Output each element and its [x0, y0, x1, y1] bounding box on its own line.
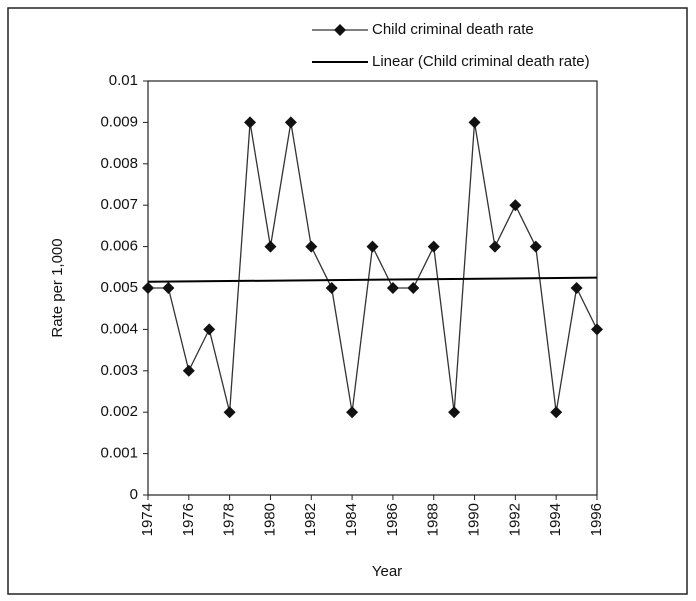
x-tick-label: 1988: [425, 503, 442, 536]
y-tick-label: 0.004: [100, 320, 138, 337]
marker: [488, 240, 501, 253]
marker: [244, 116, 257, 129]
y-tick-label: 0: [130, 486, 138, 503]
x-tick-label: 1982: [302, 503, 319, 536]
y-tick-label: 0.006: [100, 238, 138, 255]
marker: [142, 282, 154, 294]
marker: [570, 282, 583, 294]
x-tick-label: 1980: [261, 503, 278, 536]
legend-box: [300, 12, 652, 78]
marker: [386, 282, 399, 294]
marker: [427, 240, 440, 253]
x-tick-label: 1990: [466, 503, 483, 536]
plot-area: [147, 80, 598, 496]
legend-marker: [334, 24, 346, 36]
marker: [223, 406, 236, 419]
y-tick-label: 0.01: [109, 72, 138, 89]
marker: [366, 240, 379, 253]
marker: [325, 282, 338, 294]
series-line: [148, 122, 598, 413]
x-tick-label: 1992: [506, 503, 523, 536]
marker: [346, 406, 359, 419]
y-tick-label: 0.008: [100, 155, 138, 172]
marker: [448, 406, 461, 419]
legend-label: Child criminal death rate: [372, 21, 534, 38]
x-tick-label: 1974: [139, 503, 156, 536]
x-tick-label: 1994: [547, 503, 564, 536]
y-axis-title: Rate per 1,000: [49, 238, 66, 337]
marker: [162, 282, 175, 294]
x-tick-label: 1978: [221, 503, 238, 536]
y-tick-label: 0.007: [100, 196, 138, 213]
y-tick-label: 0.001: [100, 445, 138, 462]
marker: [468, 116, 481, 129]
x-tick-label: 1984: [343, 503, 360, 536]
marker: [529, 240, 542, 253]
marker: [509, 199, 522, 212]
legend-label: Linear (Child criminal death rate): [372, 53, 590, 70]
x-tick-label: 1996: [588, 503, 605, 536]
x-tick-label: 1976: [180, 503, 197, 536]
marker: [182, 364, 195, 377]
x-axis-title: Year: [372, 563, 402, 580]
y-tick-label: 0.002: [100, 403, 138, 420]
x-tick-label: 1986: [384, 503, 401, 536]
marker: [550, 406, 563, 419]
frame: [7, 7, 688, 595]
marker: [407, 282, 420, 294]
marker: [203, 323, 216, 336]
marker: [591, 323, 603, 336]
marker: [284, 116, 297, 129]
trend-line: [147, 276, 598, 283]
y-tick-label: 0.005: [100, 279, 138, 296]
marker: [264, 240, 277, 253]
y-tick-label: 0.003: [100, 362, 138, 379]
y-tick-label: 0.009: [100, 113, 138, 130]
marker: [305, 240, 318, 253]
